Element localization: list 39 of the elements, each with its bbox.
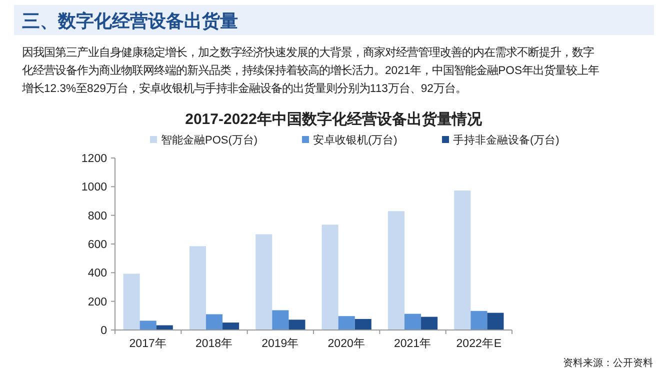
- bar: [338, 316, 355, 330]
- y-tick-label: 800: [88, 210, 107, 222]
- bar: [189, 246, 206, 330]
- y-tick-label: 1200: [81, 153, 107, 165]
- x-tick-label: 2021年: [394, 337, 432, 350]
- bar: [454, 190, 471, 330]
- x-tick-label: 2022年E: [456, 337, 502, 350]
- x-tick-label: 2019年: [262, 337, 300, 350]
- text: 因我国第三产业自身健康稳定增长，加之数字经济快速发展的大背景，商家对经营管理改善的内在需求不断提升，数字: [22, 46, 594, 59]
- bar: [288, 320, 306, 330]
- y-tick-label: 400: [88, 268, 107, 280]
- bar: [222, 322, 240, 330]
- y-tick-label: 0: [100, 325, 107, 337]
- bar: [421, 316, 438, 330]
- y-tick-label: 600: [88, 239, 107, 251]
- bar: [487, 312, 504, 330]
- legend-label: 安卓收银机(万台): [313, 134, 398, 146]
- text: 化经营设备作为商业物联网终端的新兴品类，持续保持着较高的增长活力。2021年，中国智能金融POS年出货量较上年: [22, 64, 599, 77]
- bar: [256, 234, 272, 330]
- bar: [470, 310, 488, 330]
- chart-title: 2017-2022年中国数字化经营设备出货量情况: [185, 110, 483, 128]
- bar: [388, 211, 404, 330]
- bar: [322, 224, 338, 330]
- text: 三、数字化经营设备出货量: [22, 11, 238, 31]
- bar: [206, 314, 223, 330]
- y-tick-label: 200: [88, 296, 107, 308]
- bar: [404, 314, 422, 330]
- bar: [123, 274, 140, 330]
- bar: [140, 320, 156, 330]
- legend-label: 智能金融POS(万台): [161, 134, 258, 146]
- bar: [272, 310, 289, 330]
- text: 增长12.3%至829万台，安卓收银机与手持非金融设备的出货量则分别为113万台、92万台。: [21, 82, 466, 95]
- y-tick-label: 1000: [81, 182, 107, 194]
- text: 资料来源：公开资料: [563, 357, 653, 369]
- legend-label: 手持非金融设备(万台): [453, 134, 560, 146]
- x-tick-label: 2017年: [129, 337, 167, 350]
- x-tick-label: 2018年: [195, 337, 234, 350]
- bar: [354, 318, 372, 330]
- x-tick-label: 2020年: [328, 337, 366, 350]
